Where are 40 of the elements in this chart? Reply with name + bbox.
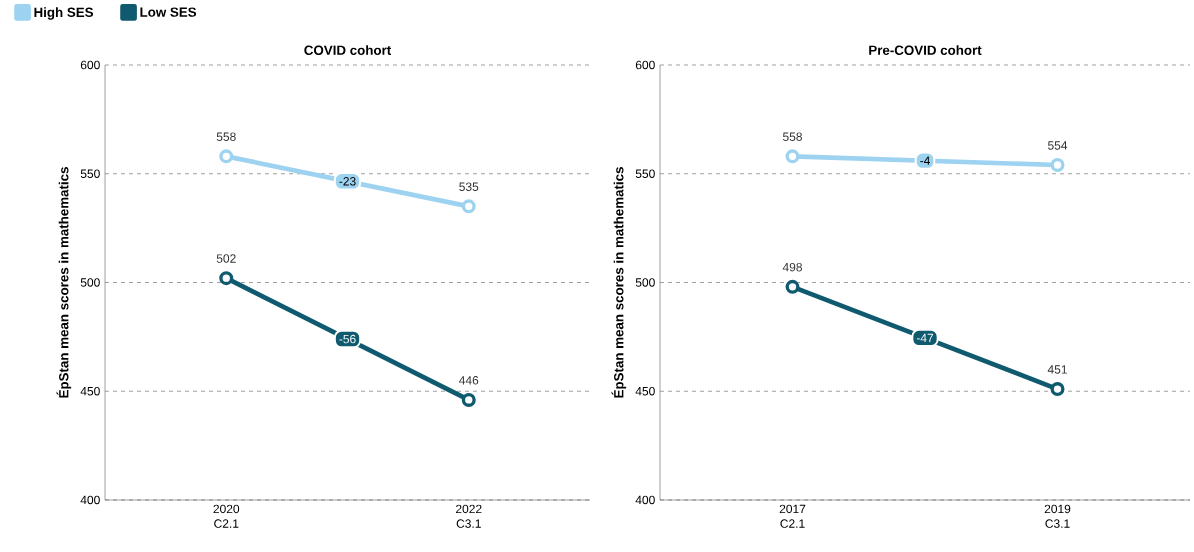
y-tick-label: 550 — [80, 169, 100, 178]
y-tick-label: 500 — [635, 278, 655, 287]
chart-title: Pre-COVID cohort — [869, 45, 982, 55]
y-tick-label: 400 — [80, 495, 100, 505]
annotation: -47 — [916, 333, 934, 343]
point — [461, 199, 476, 214]
annotation: -56 — [339, 334, 356, 344]
x-tick-label: 2022 C3.1 — [456, 504, 482, 528]
y-tick-label: 600 — [80, 60, 100, 70]
y-axis-title: ÉpStan mean scores in mathematics — [56, 167, 72, 398]
data-label: 558 — [216, 132, 236, 141]
x-tick-label: 2019 C3.1 — [1044, 504, 1071, 528]
point — [461, 392, 476, 407]
y-tick-label: 450 — [635, 386, 655, 396]
data-label: 498 — [782, 262, 802, 272]
data-label: 535 — [459, 182, 479, 191]
data-label: 502 — [216, 254, 236, 263]
point — [785, 279, 800, 294]
data-label: 558 — [782, 132, 802, 141]
x-tick-label: 2020 C2.1 — [213, 504, 240, 528]
y-tick-label: 600 — [635, 60, 655, 70]
chart-title: COVID cohort — [304, 45, 392, 55]
point — [1050, 158, 1065, 173]
y-axis-title: ÉpStan mean scores in mathematics — [611, 167, 627, 398]
legend-label: Low SES — [140, 7, 197, 17]
y-tick-label: 550 — [635, 169, 655, 178]
y-tick-label: 450 — [80, 386, 100, 396]
point — [1050, 382, 1065, 397]
annotation: -4 — [920, 156, 930, 165]
y-tick-label: 400 — [635, 495, 655, 505]
data-label: 446 — [459, 376, 479, 385]
data-label: 554 — [1047, 141, 1068, 150]
point — [785, 149, 800, 164]
x-tick-label: 2017 C2.1 — [779, 504, 806, 528]
annotation: -23 — [339, 177, 356, 186]
y-tick-label: 500 — [80, 278, 100, 287]
legend-label: High SES — [34, 7, 94, 20]
point — [219, 271, 234, 286]
data-label: 451 — [1047, 365, 1067, 374]
point — [219, 149, 234, 164]
